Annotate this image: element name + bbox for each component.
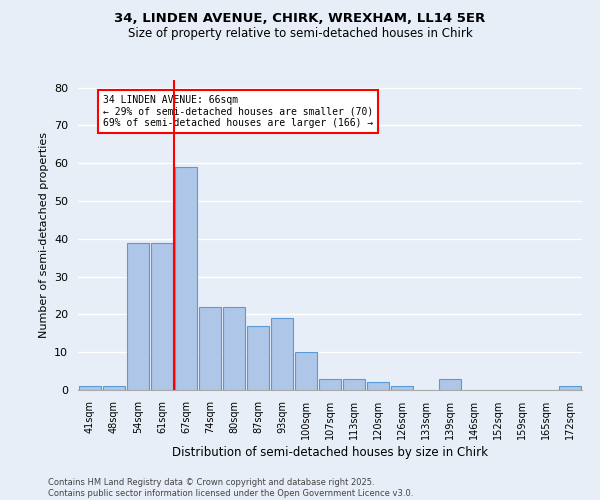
Bar: [247, 326, 269, 390]
Bar: [439, 378, 461, 390]
Text: Size of property relative to semi-detached houses in Chirk: Size of property relative to semi-detach…: [128, 28, 472, 40]
Bar: [271, 318, 293, 390]
Bar: [127, 242, 149, 390]
Y-axis label: Number of semi-detached properties: Number of semi-detached properties: [38, 132, 49, 338]
Bar: [391, 386, 413, 390]
Bar: [175, 167, 197, 390]
Bar: [151, 242, 173, 390]
Bar: [295, 352, 317, 390]
Text: 34, LINDEN AVENUE, CHIRK, WREXHAM, LL14 5ER: 34, LINDEN AVENUE, CHIRK, WREXHAM, LL14 …: [115, 12, 485, 26]
Bar: [199, 307, 221, 390]
Text: 34 LINDEN AVENUE: 66sqm
← 29% of semi-detached houses are smaller (70)
69% of se: 34 LINDEN AVENUE: 66sqm ← 29% of semi-de…: [103, 95, 373, 128]
Bar: [103, 386, 125, 390]
Text: Contains HM Land Registry data © Crown copyright and database right 2025.
Contai: Contains HM Land Registry data © Crown c…: [48, 478, 413, 498]
Bar: [319, 378, 341, 390]
Bar: [367, 382, 389, 390]
Bar: [223, 307, 245, 390]
Bar: [559, 386, 581, 390]
Bar: [79, 386, 101, 390]
Bar: [343, 378, 365, 390]
X-axis label: Distribution of semi-detached houses by size in Chirk: Distribution of semi-detached houses by …: [172, 446, 488, 459]
